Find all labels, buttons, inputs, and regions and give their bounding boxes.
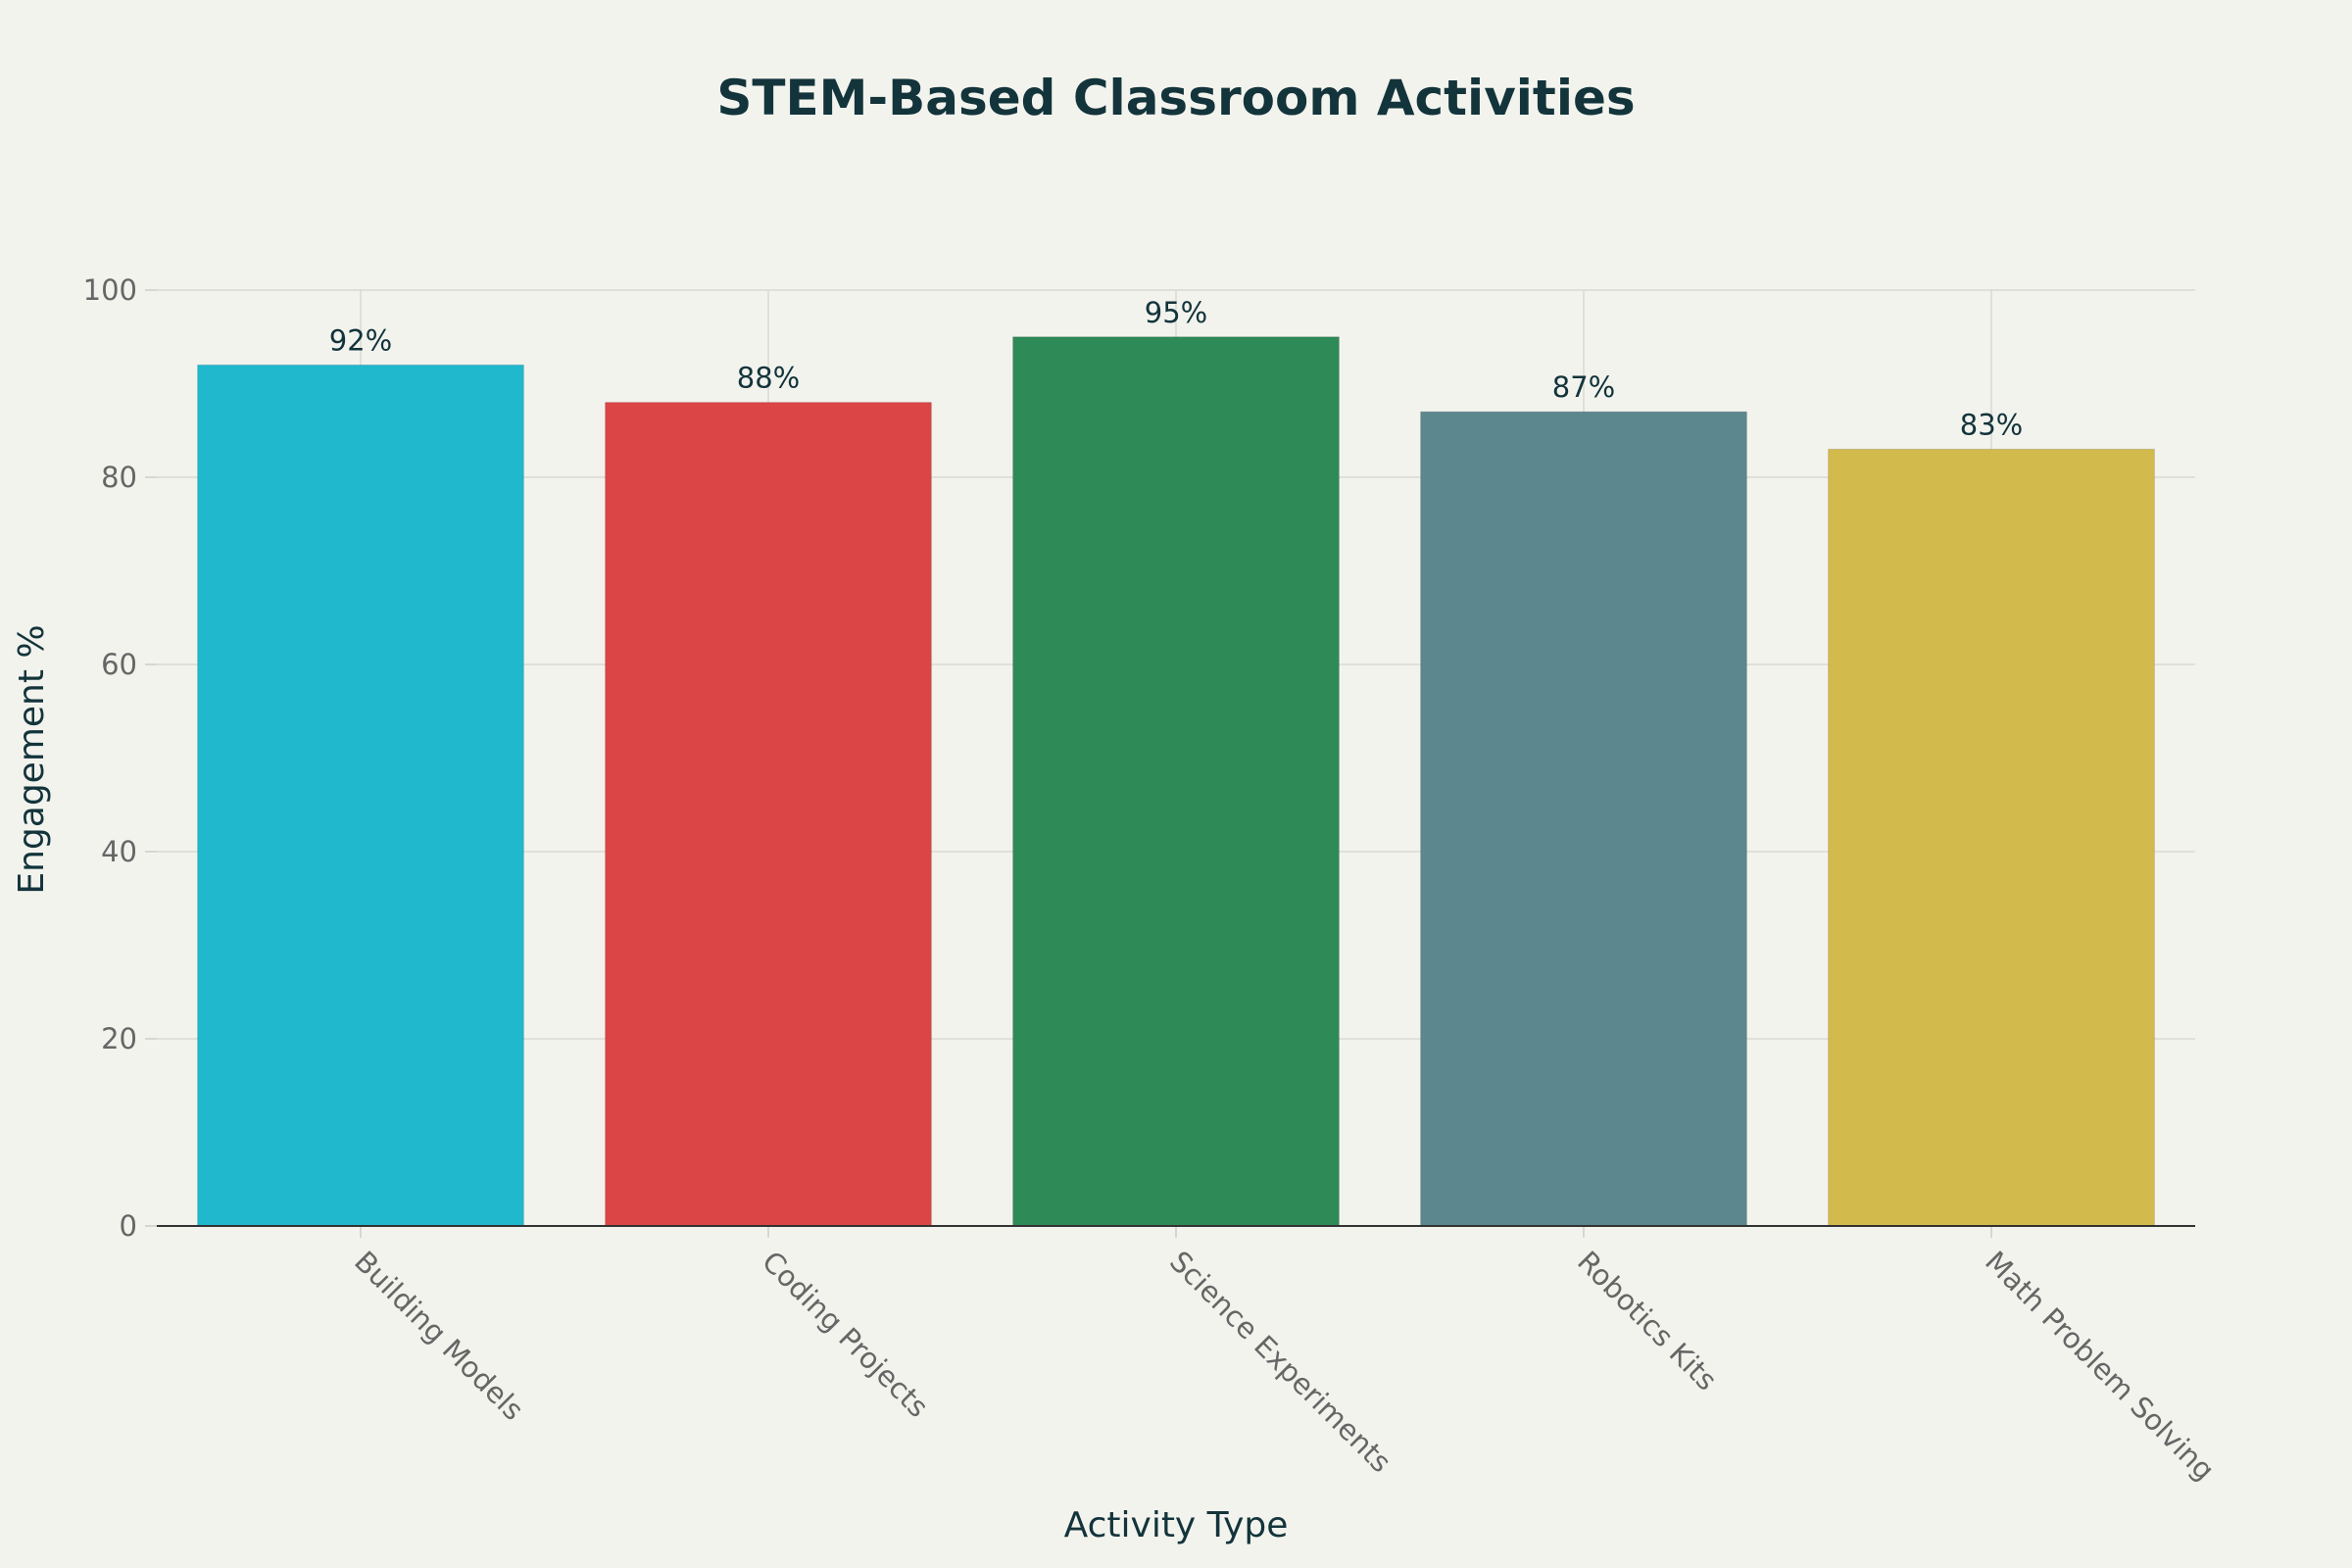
y-tick-label: 100: [83, 273, 137, 307]
bar-coding-projects: [605, 402, 932, 1227]
bar-building-models: [197, 364, 524, 1227]
bar-science-experiments: [1012, 336, 1340, 1227]
axes: [145, 289, 2195, 1238]
x-axis-title: Activity Type: [1064, 1505, 1289, 1545]
chart-title: STEM-Based Classroom Activities: [716, 70, 1635, 126]
data-label: 95%: [1145, 296, 1207, 329]
x-tick-label: Coding Projects: [756, 1245, 935, 1424]
y-axis-title: Engagement %: [12, 624, 52, 894]
x-tick-label: Math Problem Solving: [1979, 1245, 2221, 1487]
y-tick-label: 40: [101, 835, 137, 868]
data-label: 88%: [737, 362, 800, 395]
bar-math-problem-solving: [1828, 448, 2155, 1227]
bar-robotics-kits: [1420, 411, 1747, 1227]
y-tick-label: 0: [120, 1209, 137, 1243]
x-tick-label: Science Experiments: [1163, 1245, 1397, 1479]
bars: [197, 336, 2155, 1227]
x-tick-label: Robotics Kits: [1571, 1245, 1724, 1397]
y-tick-label: 60: [101, 648, 137, 681]
x-tick-label: Building Models: [348, 1245, 530, 1427]
data-label: 92%: [329, 323, 392, 357]
y-tick-label: 80: [101, 461, 137, 494]
y-tick-label: 20: [101, 1022, 137, 1055]
data-label: 83%: [1960, 408, 2023, 441]
data-label: 87%: [1552, 370, 1615, 404]
